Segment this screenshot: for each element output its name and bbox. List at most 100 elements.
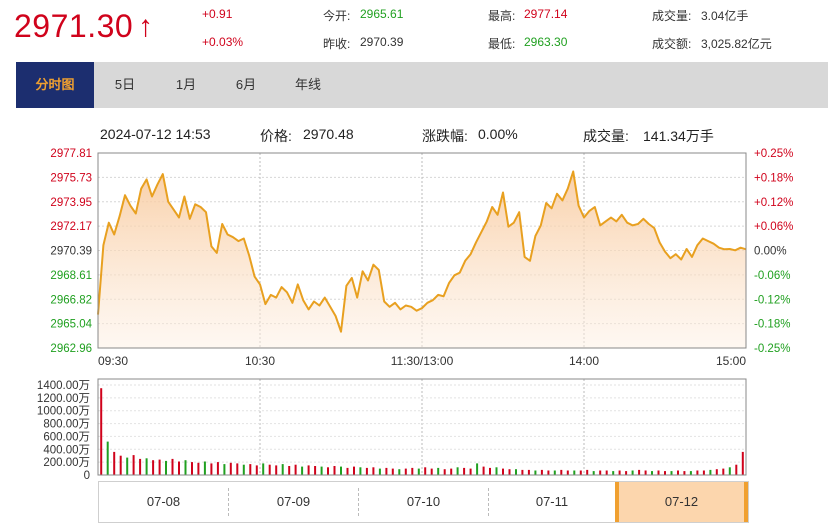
volume-bar (696, 470, 699, 475)
price-area (98, 171, 746, 348)
cursor-price-label: 价格: (260, 128, 292, 144)
tab-yearly[interactable]: 年线 (294, 77, 321, 92)
volume-bar (618, 470, 621, 475)
pct-y-tick-label: +0.18% (754, 172, 793, 184)
volume-bar (178, 461, 180, 475)
tab-6-month[interactable]: 6月 (235, 77, 257, 92)
open-label: 今开: (323, 9, 351, 23)
volume-bar (268, 464, 271, 475)
volume-bar (119, 455, 122, 475)
price-plot-frame (97, 152, 747, 349)
prev-close-label: 昨收: (323, 37, 351, 51)
volume-bar (715, 469, 718, 475)
tab-intraday[interactable]: 分时图 (16, 62, 94, 108)
price-y-tick-label: 2972.17 (50, 221, 92, 233)
tab-5-day[interactable]: 5日 (114, 77, 136, 92)
up-arrow-icon: ↑ (138, 10, 153, 43)
volume-bar (307, 465, 310, 475)
volume-bar (346, 467, 349, 475)
volume-bar (741, 451, 744, 475)
time-tick-label: 10:30 (245, 354, 275, 368)
volume-bar (294, 464, 297, 475)
low-value: 2963.30 (524, 35, 568, 49)
volume-bar (314, 466, 317, 475)
pct-y-tick-label: -0.12% (754, 294, 790, 306)
volume-bar (612, 471, 615, 475)
volume-bar (391, 468, 394, 475)
volume-bar (469, 468, 472, 475)
index-price: 2971.30 (14, 8, 134, 44)
volume-bar (547, 470, 550, 475)
volume-bar (664, 471, 666, 475)
price-y-tick-label: 2965.04 (50, 319, 92, 331)
date-tab-0709[interactable]: 07-09 (276, 494, 311, 509)
amount-value: 3,025.82亿元 (701, 37, 772, 51)
change-pct-value: +0.03% (202, 35, 244, 49)
volume-bar (236, 463, 239, 475)
volume-bar (566, 470, 569, 475)
volume-y-tick-label: 200.00万 (43, 457, 90, 469)
volume-bar (709, 469, 712, 475)
volume-y-tick-label: 1000.00万 (37, 406, 90, 418)
volume-bar (165, 460, 167, 475)
price-line (97, 170, 747, 333)
intraday-chart[interactable]: 2977.81 2975.73 2973.95 2972.17 2970.39 2968.… (0, 140, 840, 480)
date-tab-0712[interactable]: 07-12 (615, 482, 748, 522)
volume-bar (677, 470, 679, 475)
volume-bar (631, 470, 634, 475)
volume-bar (573, 470, 576, 475)
volume-bar (534, 470, 537, 475)
amount-label: 成交额: (652, 37, 692, 51)
cursor-change-label: 涨跌幅: (422, 128, 468, 144)
high-label: 最高: (488, 9, 516, 23)
cursor-volume-label: 成交量: (583, 128, 629, 144)
tab-1-month[interactable]: 1月 (175, 77, 197, 92)
cursor-change-value: 0.00% (478, 126, 518, 142)
price-right-axis: +0.25% +0.18% +0.12% +0.06% 0.00% -0.06% -0.12… (754, 148, 793, 355)
pct-y-tick-label: 0.00% (754, 246, 787, 258)
volume-bar (521, 469, 524, 475)
volume-plot-frame (97, 378, 747, 476)
date-tab-0711[interactable]: 07-11 (535, 494, 569, 509)
volume-bar (424, 467, 427, 475)
volume-bar (113, 451, 116, 475)
cursor-price-value: 2970.48 (303, 126, 354, 142)
volume-bar (145, 458, 148, 475)
volume-bar (450, 468, 453, 475)
date-tab-0708[interactable]: 07-08 (146, 494, 181, 509)
volume-bar (378, 468, 381, 475)
volume-y-tick-label: 0 (84, 470, 90, 480)
volume-bar (495, 467, 498, 475)
volume-bar (540, 469, 543, 475)
volume-bar (203, 461, 206, 475)
volume-bar (689, 471, 692, 475)
volume-bar (560, 469, 563, 475)
volume-bar (359, 467, 362, 475)
date-separator (228, 488, 229, 516)
cursor-datetime: 2024-07-12 14:53 (100, 126, 211, 142)
date-tab-0710[interactable]: 07-10 (406, 494, 441, 509)
volume-bar (333, 466, 336, 475)
volume-bar (320, 466, 323, 475)
volume-bar (722, 468, 725, 475)
volume-y-axis: 1400.00万1200.00万1000.00万800.00万600.00万40… (37, 380, 90, 480)
volume-bar (242, 464, 245, 475)
volume-bar (651, 471, 653, 475)
volume-bar (281, 464, 284, 475)
price-y-tick-label: 2975.73 (50, 172, 92, 184)
volume-bar (463, 467, 466, 475)
price-y-tick-label: 2973.95 (50, 197, 92, 209)
volume-y-tick-label: 800.00万 (43, 419, 90, 431)
volume-bars (100, 388, 744, 475)
time-tick-label: 11:30/13:00 (391, 354, 454, 368)
volume-bar (417, 468, 420, 475)
volume-bar (437, 467, 440, 475)
volume-bar (255, 465, 258, 475)
volume-bar (126, 457, 129, 475)
volume-bar (365, 467, 368, 475)
change-value: +0.91 (202, 7, 233, 21)
volume-bar (605, 470, 608, 475)
volume-bar (670, 471, 673, 475)
volume-bar (430, 468, 433, 475)
volume-bar (508, 469, 511, 475)
